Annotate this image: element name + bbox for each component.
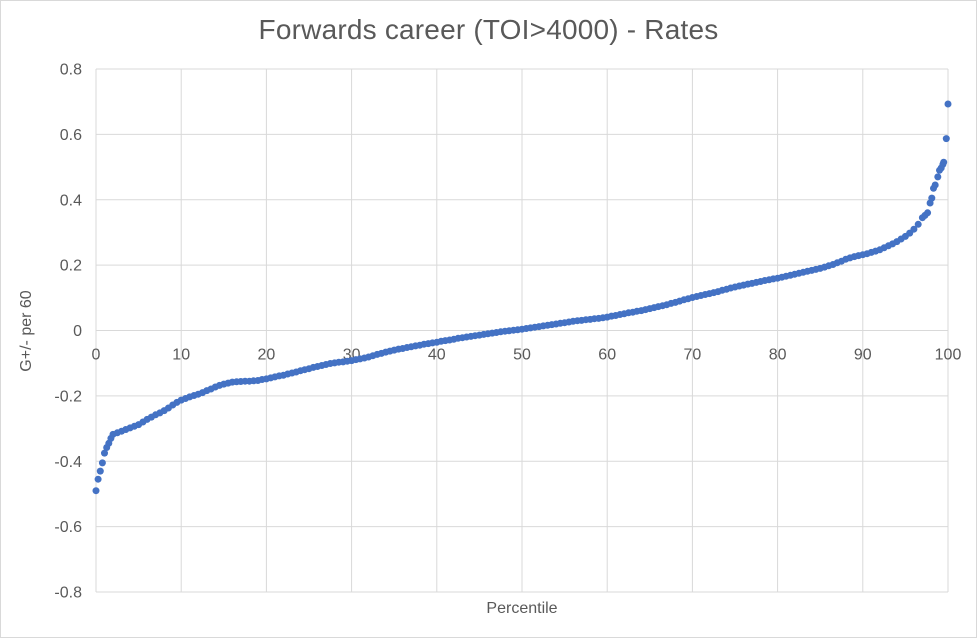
data-point [934, 173, 942, 181]
data-point [940, 158, 948, 166]
x-tick-label: 10 [172, 347, 190, 364]
data-point [924, 209, 932, 217]
y-tick-label: 0.4 [60, 192, 82, 209]
data-point [96, 467, 104, 475]
data-point [92, 487, 100, 495]
data-point [944, 100, 952, 108]
y-tick-label: -0.4 [54, 454, 82, 471]
x-tick-label: 0 [92, 347, 101, 364]
data-point [931, 181, 939, 189]
y-tick-label: -0.6 [54, 519, 82, 536]
x-tick-label: 90 [854, 347, 872, 364]
x-axis-title: Percentile [486, 600, 558, 617]
y-tick-label: -0.2 [54, 388, 82, 405]
chart-title: Forwards career (TOI>4000) - Rates [258, 14, 719, 45]
data-point [910, 225, 918, 233]
x-tick-label: 40 [428, 347, 446, 364]
y-tick-label: 0.2 [60, 258, 82, 275]
x-tick-label: 100 [935, 347, 962, 364]
y-tick-label: 0.8 [60, 62, 82, 79]
data-point [928, 194, 936, 202]
x-tick-label: 20 [258, 347, 276, 364]
x-tick-label: 80 [769, 347, 787, 364]
data-point [98, 459, 106, 467]
y-tick-label: -0.8 [54, 585, 82, 602]
data-point [914, 220, 922, 228]
x-tick-label: 70 [684, 347, 702, 364]
x-tick-label: 60 [598, 347, 616, 364]
data-point [101, 449, 108, 457]
data-point [94, 475, 102, 483]
y-tick-label: 0.6 [60, 127, 82, 144]
y-tick-label: 0 [73, 323, 82, 340]
x-tick-label: 50 [513, 347, 531, 364]
data-point [942, 135, 950, 143]
